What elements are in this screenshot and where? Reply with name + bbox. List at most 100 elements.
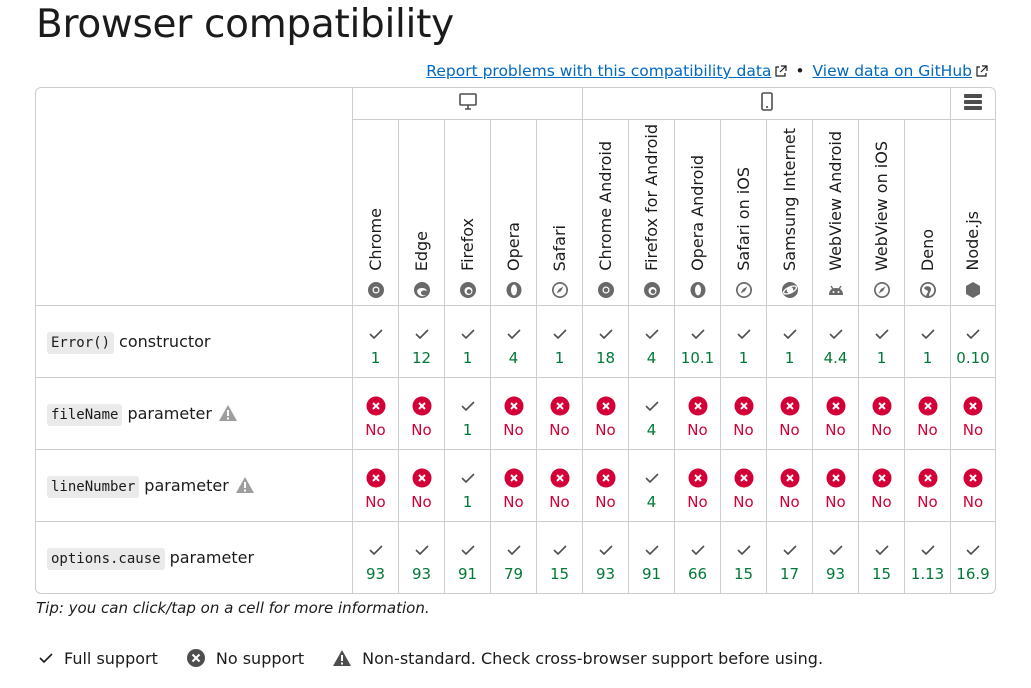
- check-icon: [736, 328, 751, 339]
- support-cell[interactable]: 1: [353, 306, 399, 378]
- browser-name: Chrome: [365, 208, 385, 271]
- browser-name: WebView on iOS: [871, 140, 891, 271]
- support-cell[interactable]: 15: [537, 522, 583, 593]
- support-cell[interactable]: No: [905, 378, 951, 450]
- browser-name: Deno: [917, 228, 937, 271]
- support-cell[interactable]: 1: [445, 378, 491, 450]
- support-cell[interactable]: No: [491, 378, 537, 450]
- no-support-icon: [918, 468, 937, 487]
- support-version: 91: [641, 564, 662, 583]
- support-cell[interactable]: 10.1: [675, 306, 721, 378]
- legend-no-support: No support: [186, 648, 304, 668]
- support-cell[interactable]: No: [399, 378, 445, 450]
- check-icon: [414, 328, 429, 339]
- server-icon: [964, 93, 982, 110]
- support-cell[interactable]: No: [767, 450, 813, 522]
- browser-header: Safari: [537, 120, 583, 306]
- support-cell[interactable]: No: [583, 450, 629, 522]
- support-cell[interactable]: 91: [445, 522, 491, 593]
- feature-label: constructor: [119, 332, 211, 351]
- support-version: No: [365, 492, 386, 511]
- warning-icon: [235, 477, 254, 493]
- support-cell[interactable]: No: [951, 378, 995, 450]
- support-cell[interactable]: 0.10: [951, 306, 995, 378]
- support-cell[interactable]: 1.13: [905, 522, 951, 593]
- external-link-icon: [976, 65, 988, 77]
- support-cell[interactable]: 1: [767, 306, 813, 378]
- support-version: No: [549, 492, 570, 511]
- support-version: 1: [462, 420, 473, 439]
- support-cell[interactable]: 4: [629, 450, 675, 522]
- no-support-icon: [780, 468, 799, 487]
- check-icon: [828, 544, 843, 555]
- support-cell[interactable]: No: [491, 450, 537, 522]
- support-cell[interactable]: 12: [399, 306, 445, 378]
- support-version: 1: [876, 348, 887, 367]
- support-cell[interactable]: No: [583, 378, 629, 450]
- support-cell[interactable]: 4: [491, 306, 537, 378]
- support-cell[interactable]: No: [721, 378, 767, 450]
- check-icon: [460, 400, 475, 411]
- support-cell[interactable]: No: [399, 450, 445, 522]
- support-version: No: [411, 492, 432, 511]
- support-version: No: [779, 492, 800, 511]
- support-cell[interactable]: 1: [445, 450, 491, 522]
- support-cell[interactable]: No: [675, 378, 721, 450]
- support-cell[interactable]: 4.4: [813, 306, 859, 378]
- support-cell[interactable]: 4: [629, 378, 675, 450]
- feature-name: fileName parameter: [36, 378, 353, 450]
- support-cell[interactable]: No: [353, 450, 399, 522]
- support-version: 91: [457, 564, 478, 583]
- support-cell[interactable]: 93: [399, 522, 445, 593]
- support-cell[interactable]: No: [859, 450, 905, 522]
- support-cell[interactable]: 1: [445, 306, 491, 378]
- support-cell[interactable]: No: [813, 378, 859, 450]
- report-problems-link[interactable]: Report problems with this compatibility …: [426, 62, 772, 80]
- table-row: lineNumber parameter No No 1 No No No 4 No No No No N…: [36, 450, 995, 522]
- support-cell[interactable]: 91: [629, 522, 675, 593]
- support-cell[interactable]: 1: [905, 306, 951, 378]
- support-cell[interactable]: No: [813, 450, 859, 522]
- support-cell[interactable]: 15: [859, 522, 905, 593]
- support-cell[interactable]: No: [905, 450, 951, 522]
- no-support-icon: [688, 396, 707, 415]
- support-cell[interactable]: 4: [629, 306, 675, 378]
- check-icon: [460, 328, 475, 339]
- support-version: 17: [779, 564, 800, 583]
- support-cell[interactable]: 93: [353, 522, 399, 593]
- support-cell[interactable]: No: [537, 378, 583, 450]
- support-cell[interactable]: No: [951, 450, 995, 522]
- browser-name: Safari: [549, 224, 569, 271]
- support-version: No: [962, 420, 984, 439]
- browser-header: Chrome: [353, 120, 399, 306]
- support-cell[interactable]: 1: [721, 306, 767, 378]
- support-version: 4: [508, 348, 519, 367]
- support-cell[interactable]: No: [537, 450, 583, 522]
- support-cell[interactable]: 1: [859, 306, 905, 378]
- support-cell[interactable]: No: [675, 450, 721, 522]
- support-cell[interactable]: 93: [813, 522, 859, 593]
- support-cell[interactable]: No: [721, 450, 767, 522]
- feature-name: Error() constructor: [36, 306, 353, 378]
- deno-icon: [919, 282, 936, 298]
- desktop-icon: [458, 92, 477, 110]
- support-cell[interactable]: 15: [721, 522, 767, 593]
- compat-table: Chrome Edge Firefox Opera Safari Chrome Andro…: [35, 87, 996, 594]
- support-cell[interactable]: No: [859, 378, 905, 450]
- support-version: No: [825, 492, 846, 511]
- check-icon: [414, 544, 429, 555]
- no-support-icon: [780, 396, 799, 415]
- support-cell[interactable]: 17: [767, 522, 813, 593]
- support-cell[interactable]: 1: [537, 306, 583, 378]
- support-cell[interactable]: 66: [675, 522, 721, 593]
- support-cell[interactable]: 93: [583, 522, 629, 593]
- support-cell[interactable]: 79: [491, 522, 537, 593]
- no-support-icon: [826, 468, 845, 487]
- support-cell[interactable]: No: [353, 378, 399, 450]
- support-version: 79: [503, 564, 524, 583]
- chrome-icon: [597, 282, 614, 298]
- support-cell[interactable]: No: [767, 378, 813, 450]
- view-github-link[interactable]: View data on GitHub: [812, 62, 973, 80]
- support-cell[interactable]: 16.9: [951, 522, 995, 593]
- support-cell[interactable]: 18: [583, 306, 629, 378]
